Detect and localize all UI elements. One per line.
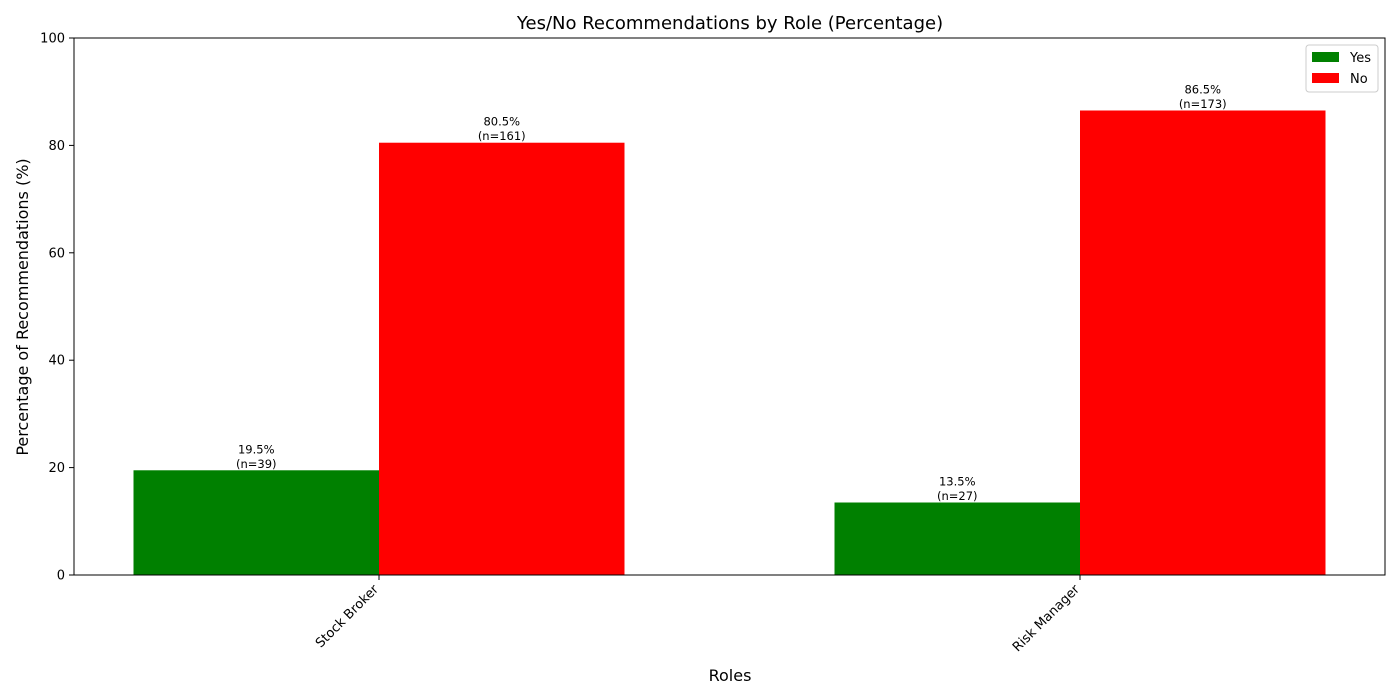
data-label-line: 80.5% (483, 115, 520, 129)
legend-label-no: No (1350, 72, 1368, 87)
data-label-yes-1: 19.5% (n=39) (236, 442, 277, 471)
x-axis-label: Roles (709, 666, 752, 685)
legend-swatch-no (1312, 73, 1339, 83)
y-axis: 0 20 40 60 80 100 (40, 32, 74, 584)
data-label-line: 19.5% (238, 442, 275, 456)
y-tick-label: 40 (48, 354, 65, 369)
data-label-line: (n=39) (236, 457, 277, 471)
legend: Yes No (1305, 44, 1379, 93)
y-axis-label: Percentage of Recommendations (%) (13, 158, 32, 455)
bar-yes-1 (133, 470, 379, 575)
legend-swatch-yes (1312, 52, 1339, 62)
data-label-no-1: 80.5% (n=161) (478, 115, 526, 144)
data-label-line: 86.5% (1184, 82, 1221, 96)
data-label-line: (n=173) (1179, 97, 1227, 111)
bar-no-1 (379, 142, 625, 575)
plot-area-frame (73, 37, 1386, 576)
y-tick-label: 100 (40, 32, 65, 47)
data-label-line: (n=27) (937, 489, 978, 503)
bar-labels-group: 19.5% (n=39)13.5% (n=27)80.5% (n=161)86.5%(… (236, 82, 1227, 503)
y-tick-label: 80 (48, 139, 65, 154)
bars-group (133, 110, 1326, 576)
data-label-yes-2: 13.5% (n=27) (937, 475, 978, 504)
x-axis: Stock Broker Risk Manager (313, 575, 1083, 655)
y-tick-label: 20 (48, 461, 65, 476)
chart-title: Yes/No Recommendations by Role (Percenta… (516, 13, 943, 34)
bar-yes-2 (834, 502, 1080, 575)
y-tick-label: 60 (48, 246, 65, 261)
y-tick-label: 0 (57, 569, 65, 584)
x-tick-label: Risk Manager (1010, 582, 1083, 655)
x-tick-label: Stock Broker (313, 582, 382, 651)
data-label-line: 13.5% (939, 475, 976, 489)
bar-no-2 (1080, 110, 1326, 576)
legend-label-yes: Yes (1349, 51, 1371, 66)
data-label-no-2: 86.5% (n=173) (1179, 82, 1227, 111)
data-label-line: (n=161) (478, 129, 526, 143)
